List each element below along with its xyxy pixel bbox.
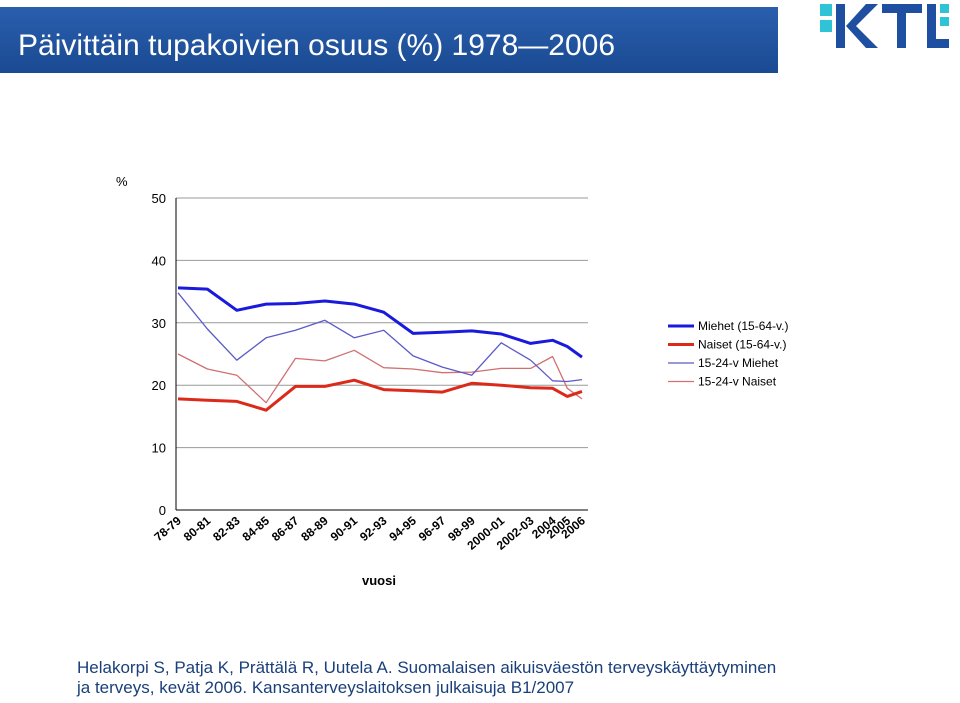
y-tick-50: 50 <box>152 191 166 206</box>
series-lines <box>177 286 583 412</box>
y-tick-0: 0 <box>159 503 166 518</box>
legend-label-0: Miehet (15-64-v.) <box>698 319 788 333</box>
x-tick-88-89: 88-89 <box>298 513 331 544</box>
ktl-logo-icon <box>820 4 949 48</box>
legend-label-2: 15-24-v Miehet <box>698 356 779 370</box>
legend: Miehet (15-64-v.) Naiset (15-64-v.) 15-24-… <box>668 319 788 389</box>
x-tick-86-87: 86-87 <box>269 513 302 544</box>
series-line-0 <box>177 286 583 359</box>
y-tick-30: 30 <box>152 316 166 331</box>
legend-label-3: 15-24-v Naiset <box>698 375 777 389</box>
source-line-1: Helakorpi S, Patja K, Prättälä R, Uutela… <box>77 658 777 677</box>
source-citation: Helakorpi S, Patja K, Prättälä R, Uutela… <box>77 658 947 698</box>
ktl-logo <box>790 0 960 75</box>
y-tick-10: 10 <box>152 441 166 456</box>
series-line-2 <box>177 292 583 383</box>
x-tick-90-91: 90-91 <box>328 513 361 544</box>
grid <box>176 197 588 449</box>
x-tick-labels: 78-7980-8182-8384-8586-8788-8990-9192-93… <box>151 513 588 552</box>
source-line-2: ja terveys, kevät 2006. Kansanterveyslai… <box>77 678 575 697</box>
legend-label-1: Naiset (15-64-v.) <box>698 338 786 352</box>
x-axis-label: vuosi <box>362 573 396 588</box>
x-tick-94-95: 94-95 <box>386 513 419 544</box>
series-line-3 <box>177 349 583 404</box>
x-tick-92-93: 92-93 <box>357 513 390 544</box>
x-tick-82-83: 82-83 <box>210 513 243 544</box>
y-tick-labels: 0 10 20 30 40 50 <box>152 191 166 518</box>
y-tick-20: 20 <box>152 378 166 393</box>
series-line-1 <box>177 378 583 412</box>
y-tick-40: 40 <box>152 253 166 268</box>
page-title: Päivittäin tupakoivien osuus (%) 1978—20… <box>18 29 616 62</box>
header: Päivittäin tupakoivien osuus (%) 1978—20… <box>0 0 960 75</box>
x-tick-80-81: 80-81 <box>181 513 214 544</box>
x-tick-96-97: 96-97 <box>416 513 449 544</box>
title-bar: Päivittäin tupakoivien osuus (%) 1978—20… <box>0 7 778 73</box>
y-axis-label: % <box>116 174 128 189</box>
x-tick-84-85: 84-85 <box>240 513 273 544</box>
chart: 0 10 20 30 40 50 78-7980-8182-8384-8586-8788-… <box>116 174 788 588</box>
x-tick-78-79: 78-79 <box>151 513 184 544</box>
